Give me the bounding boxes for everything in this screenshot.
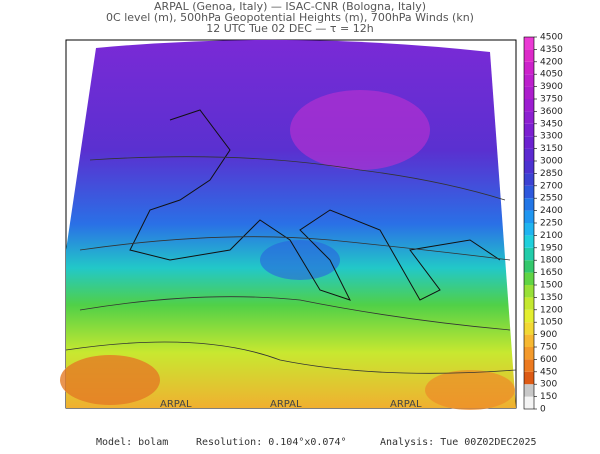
colorbar-segment [524,86,534,99]
colorbar-segment [524,61,534,75]
field-blob [60,355,160,405]
colorbar-segment [524,49,534,62]
watermark: ARPAL [390,399,422,410]
colorbar-segment [524,235,534,248]
header-line: ARPAL (Genoa, Italy) — ISAC-CNR (Bologna… [154,0,426,13]
footer-analysis: Analysis: Tue 00Z02DEC2025 [380,437,537,448]
field [66,39,516,409]
colorbar-segment [524,185,534,199]
colorbar-segment [524,148,534,161]
colorbar-segment [524,74,534,87]
colorbar-label: 1800 [540,256,563,266]
colorbar-label: 2700 [540,181,563,191]
colorbar-label: 3150 [540,144,563,154]
contour [89,156,506,201]
footer-resolution: Resolution: 0.104°x0.074° [196,437,347,448]
colorbar-segment [524,173,534,186]
colorbar-label: 600 [540,355,557,365]
colorbar-segment [524,99,534,112]
colorbar-label: 3750 [540,95,563,105]
colorbar-label: 2100 [540,231,563,241]
colorbar-segment [524,247,534,261]
colorbar-segment [524,359,534,372]
colorbar-label: 2550 [540,194,563,204]
colorbar-label: 1200 [540,305,563,315]
colorbar-segment [524,198,534,211]
colorbar-label: 450 [540,367,557,377]
colorbar-label: 3450 [540,119,563,129]
colorbar-segment [524,297,534,310]
colorbar-segment [524,272,534,285]
colorbar-segment [524,210,534,223]
colorbar-label: 2850 [540,169,563,179]
colorbar-segment [524,136,534,149]
contour [65,341,517,374]
colorbar-segment [524,111,534,124]
colorbar-segment [524,347,534,360]
colorbar-segment [524,396,534,409]
colorbar-label: 1950 [540,243,563,253]
colorbar-label: 4350 [540,45,563,55]
colorbar-segment [524,334,534,347]
colorbar-label: 1650 [540,268,563,278]
field-blob [425,370,515,410]
watermark: ARPAL [270,399,302,410]
colorbar-label: 2400 [540,206,563,216]
colorbar-label: 750 [540,343,557,353]
colorbar-label: 0 [540,405,546,415]
colorbar-label: 1350 [540,293,563,303]
colorbar-label: 3600 [540,107,563,117]
colorbar-segment [524,260,534,273]
colorbar-label: 4500 [540,33,563,43]
watermark: ARPAL [160,399,192,410]
colorbar-segment [524,322,534,335]
field-blob [260,240,340,280]
colorbar-segment [524,123,534,137]
colorbar-label: 1050 [540,318,563,328]
colorbar-label: 3300 [540,132,563,142]
header-line: 0C level (m), 500hPa Geopotential Height… [106,11,474,24]
footer-model: Model: bolam [96,437,168,448]
map: ARPAL ARPAL ARPAL [60,39,517,410]
colorbar-label: 4200 [540,57,563,67]
colorbar-segment [524,161,534,174]
colorbar: 0 150 300 450 600 750 900 1050 1200 1350 1500 1650 1… [523,33,563,415]
header-line: 12 UTC Tue 02 DEC — τ = 12h [206,22,373,35]
colorbar-label: 300 [540,380,557,390]
colorbar-segment [524,371,534,385]
colorbar-segment [524,285,534,298]
colorbar-label: 1500 [540,281,563,291]
colorbar-label: 4050 [540,70,563,80]
field-blob [290,90,430,170]
colorbar-segment [524,37,534,50]
contour [79,236,511,261]
colorbar-segment [524,384,534,397]
coastline [129,109,501,301]
colorbar-segment [524,309,534,323]
colorbar-segment [524,223,534,236]
colorbar-label: 3900 [540,82,563,92]
colorbar-label: 900 [540,330,557,340]
colorbar-label: 3000 [540,157,563,167]
contour [79,296,511,331]
colorbar-label: 150 [540,392,557,402]
colorbar-label: 2250 [540,219,563,229]
